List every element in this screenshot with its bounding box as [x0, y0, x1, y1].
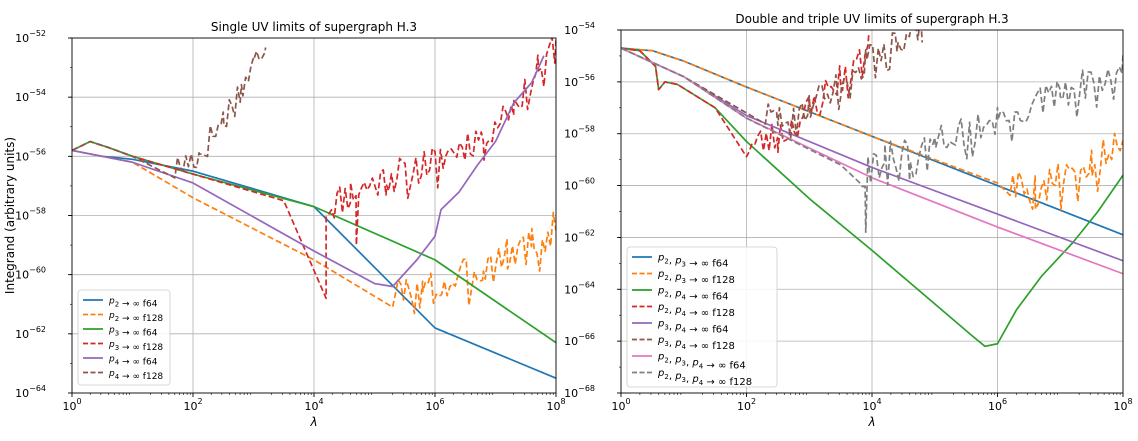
x-tick-label: 106 [988, 397, 1007, 413]
y-axis-label: Integrand (arbitrary units) [3, 137, 17, 294]
x-tick-label: 104 [304, 397, 323, 413]
y-tick-label: 10−64 [15, 384, 46, 400]
series-line-1 [72, 149, 556, 315]
series-line-3 [72, 38, 556, 300]
x-tick-label: 106 [425, 397, 444, 413]
x-tick-label: 104 [862, 397, 881, 413]
y-tick-label: 10−56 [15, 147, 46, 163]
y-tick-label: 10−68 [564, 384, 595, 400]
legend-label: p2, p3 → ∞ f64 [657, 253, 729, 270]
legend-label: p2, p3, p4 → ∞ f128 [657, 368, 752, 388]
y-tick-label: 10−60 [15, 266, 46, 282]
legend-label: p2, p3, p4 → ∞ f64 [657, 352, 746, 372]
series-line-2 [621, 47, 1123, 348]
legend-label: p2, p4 → ∞ f128 [657, 302, 735, 319]
x-tick-label: 100 [611, 397, 630, 413]
series-line-3 [621, 33, 870, 158]
legend-label: p2 → ∞ f64 [108, 297, 158, 310]
legend-label: p4 → ∞ f128 [108, 369, 163, 382]
y-tick-label: 10−62 [15, 325, 46, 341]
chart-title: Single UV limits of supergraph H.3 [211, 20, 417, 34]
y-tick-label: 10−64 [564, 280, 595, 296]
x-tick-label: 102 [183, 397, 202, 413]
chart-double-triple-uv-limits: 100 102 104 106 108 10−68 10−66 10−64 10−62 10−60… [564, 12, 1132, 429]
series-line-1 [621, 47, 1123, 211]
y-tick-label: 10−62 [564, 228, 595, 244]
chart-title: Double and triple UV limits of supergrap… [735, 12, 1008, 26]
y-tick-label: 10−58 [564, 125, 595, 141]
x-tick-label: 108 [1113, 397, 1132, 413]
legend-label: p3, p4 → ∞ f128 [657, 335, 735, 352]
y-tick-label: 10−60 [564, 177, 595, 193]
y-tick-label: 10−58 [15, 207, 46, 223]
legend-label: p2 → ∞ f128 [108, 311, 163, 324]
legend-label: p3 → ∞ f64 [108, 326, 158, 339]
legend-label: p3 → ∞ f128 [108, 340, 163, 353]
legend-label: p2, p3 → ∞ f128 [657, 269, 735, 286]
series-line-5 [621, 30, 924, 139]
series-group [621, 30, 1123, 348]
y-tick-label: 10−66 [564, 332, 595, 348]
legend-label: p4 → ∞ f64 [108, 355, 158, 368]
series-line-7 [621, 47, 1123, 234]
x-axis-label: λ [309, 415, 317, 429]
chart-single-uv-limits: 100 102 104 106 108 10−64 10−62 10−60 10−58 10−56… [3, 20, 566, 429]
series-line-5 [72, 47, 267, 179]
series-line-4 [72, 55, 545, 288]
y-tick-label: 10−54 [564, 21, 595, 37]
series-group [72, 38, 556, 379]
x-tick-label: 100 [62, 397, 81, 413]
y-tick-label: 10−56 [564, 73, 595, 89]
x-tick-label: 102 [737, 397, 756, 413]
y-tick-label: 10−52 [15, 29, 46, 45]
x-tick-label: 108 [546, 397, 565, 413]
legend-label: p3, p4 → ∞ f64 [657, 319, 729, 336]
x-axis-label: λ [867, 415, 875, 429]
legend-label: p2, p4 → ∞ f64 [657, 286, 729, 303]
y-tick-label: 10−54 [15, 88, 46, 104]
